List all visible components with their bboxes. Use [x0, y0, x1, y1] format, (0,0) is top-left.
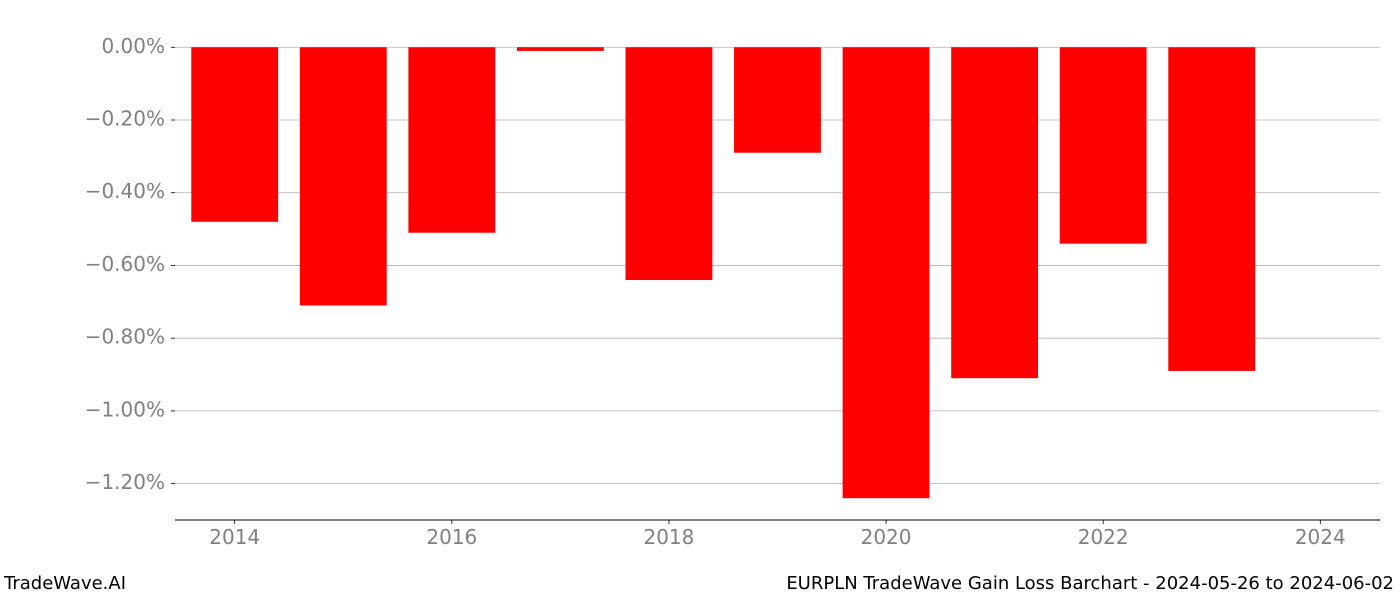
ytick-label: −0.60% — [85, 252, 165, 276]
bar — [951, 47, 1038, 378]
xtick-label: 2014 — [209, 525, 260, 549]
chart-svg: 0.00% −0.20% −0.40% −0.60% −0.80% −1.00% −1.20… — [0, 0, 1400, 600]
xtick-label: 2016 — [426, 525, 477, 549]
xtick-label: 2018 — [643, 525, 694, 549]
chart-container: 0.00% −0.20% −0.40% −0.60% −0.80% −1.00% −1.20… — [0, 0, 1400, 600]
ytick-label: −1.20% — [85, 470, 165, 494]
bar — [1060, 47, 1147, 243]
bar — [408, 47, 495, 232]
ytick-label: −0.80% — [85, 325, 165, 349]
xtick-label: 2024 — [1295, 525, 1346, 549]
bar — [1168, 47, 1255, 371]
footer-right-text: EURPLN TradeWave Gain Loss Barchart - 20… — [786, 573, 1394, 594]
ytick-label: 0.00% — [101, 34, 165, 58]
bar — [734, 47, 821, 152]
bar — [843, 47, 930, 498]
bar — [626, 47, 713, 280]
bar — [517, 47, 604, 51]
footer-left-text: TradeWave.AI — [4, 573, 126, 594]
ytick-label: −0.40% — [85, 179, 165, 203]
ytick-label: −1.00% — [85, 397, 165, 421]
xtick-label: 2022 — [1078, 525, 1129, 549]
bar — [191, 47, 278, 222]
xtick-label: 2020 — [861, 525, 912, 549]
ytick-label: −0.20% — [85, 107, 165, 131]
bar — [300, 47, 387, 305]
